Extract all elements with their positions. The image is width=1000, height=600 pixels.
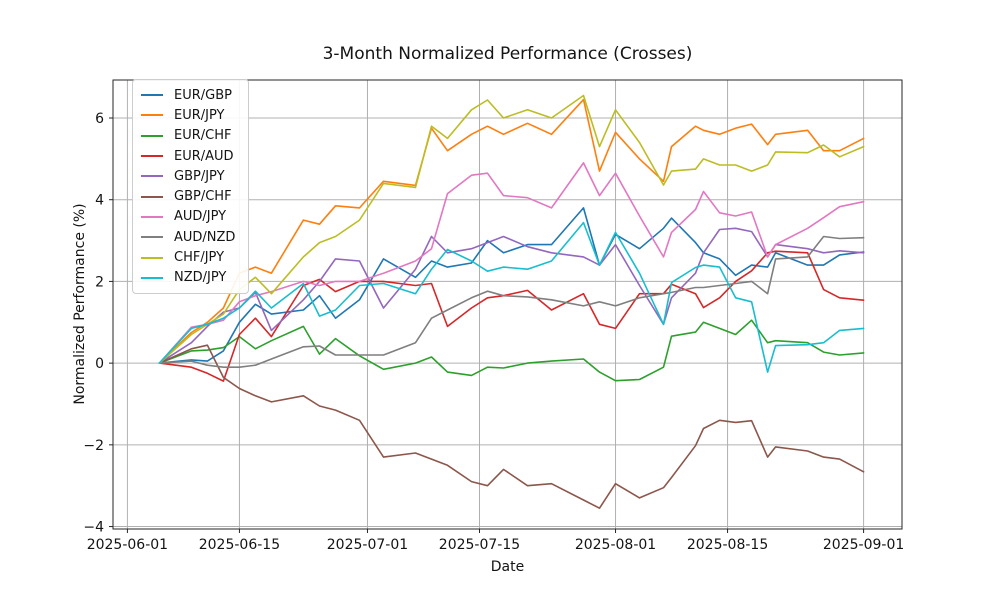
x-tick-label: 2025-06-01 [87, 537, 168, 553]
y-tick-label: 6 [95, 111, 104, 127]
legend-line-swatch [141, 175, 163, 178]
series-line-GBP-JPY [158, 227, 865, 364]
plot-border [112, 79, 903, 530]
legend-label: EUR/AUD [174, 148, 234, 164]
series-line-EUR-CHF [158, 319, 865, 382]
legend-line-swatch [141, 236, 163, 239]
chart-title: 3-Month Normalized Performance (Crosses) [322, 44, 693, 64]
x-tick-label: 2025-07-15 [439, 537, 520, 553]
legend-line-swatch [141, 195, 163, 198]
legend-label: EUR/CHF [174, 128, 232, 144]
legend-label: EUR/GBP [174, 87, 232, 103]
y-tick-label: 0 [95, 356, 104, 372]
legend-item-EUR-JPY: EUR/JPY [141, 105, 240, 125]
series-line-EUR-JPY [158, 98, 865, 364]
x-tick-label: 2025-07-01 [327, 537, 408, 553]
x-tick-label: 2025-08-01 [575, 537, 656, 553]
legend-line-swatch [141, 134, 163, 137]
legend-line-swatch [141, 155, 163, 158]
legend-line-swatch [141, 94, 163, 97]
legend-label: GBP/CHF [174, 189, 232, 205]
legend-item-EUR-CHF: EUR/CHF [141, 126, 240, 146]
y-axis-label: Normalized Performance (%) [72, 203, 88, 405]
y-tick-label: −2 [83, 438, 104, 454]
legend-label: EUR/JPY [174, 107, 225, 123]
legend-line-swatch [141, 256, 163, 259]
legend: EUR/GBP EUR/JPY EUR/CHF EUR/AUD GBP/JPY GBP/C… [132, 79, 249, 294]
legend-item-EUR-AUD: EUR/AUD [141, 146, 240, 166]
series-line-AUD-JPY [158, 162, 865, 364]
series-line-GBP-CHF [158, 344, 865, 510]
y-tick-label: 2 [95, 274, 104, 290]
legend-item-GBP-JPY: GBP/JPY [141, 166, 240, 186]
legend-item-GBP-CHF: GBP/CHF [141, 186, 240, 206]
legend-line-swatch [141, 114, 163, 117]
legend-label: AUD/NZD [174, 229, 236, 245]
x-tick-label: 2025-09-01 [823, 537, 904, 553]
legend-item-EUR-GBP: EUR/GBP [141, 85, 240, 105]
series-line-NZD-JPY [158, 221, 865, 373]
x-tick-label: 2025-08-15 [687, 537, 768, 553]
legend-line-swatch [141, 215, 163, 218]
series-line-CHF-JPY [158, 94, 865, 364]
legend-label: NZD/JPY [174, 270, 227, 286]
series-line-EUR-AUD [158, 250, 865, 382]
legend-label: CHF/JPY [174, 250, 225, 266]
legend-label: AUD/JPY [174, 209, 227, 225]
x-axis-label: Date [490, 559, 525, 575]
x-tick-label: 2025-06-15 [199, 537, 280, 553]
legend-line-swatch [141, 276, 163, 279]
y-tick-label: 4 [95, 193, 104, 209]
legend-item-AUD-NZD: AUD/NZD [141, 227, 240, 247]
legend-item-CHF-JPY: CHF/JPY [141, 247, 240, 267]
legend-item-NZD-JPY: NZD/JPY [141, 268, 240, 288]
series-line-AUD-NZD [158, 235, 865, 369]
legend-label: GBP/JPY [174, 168, 225, 184]
legend-item-AUD-JPY: AUD/JPY [141, 207, 240, 227]
y-tick-label: −4 [83, 520, 104, 536]
series-line-EUR-GBP [158, 207, 865, 364]
